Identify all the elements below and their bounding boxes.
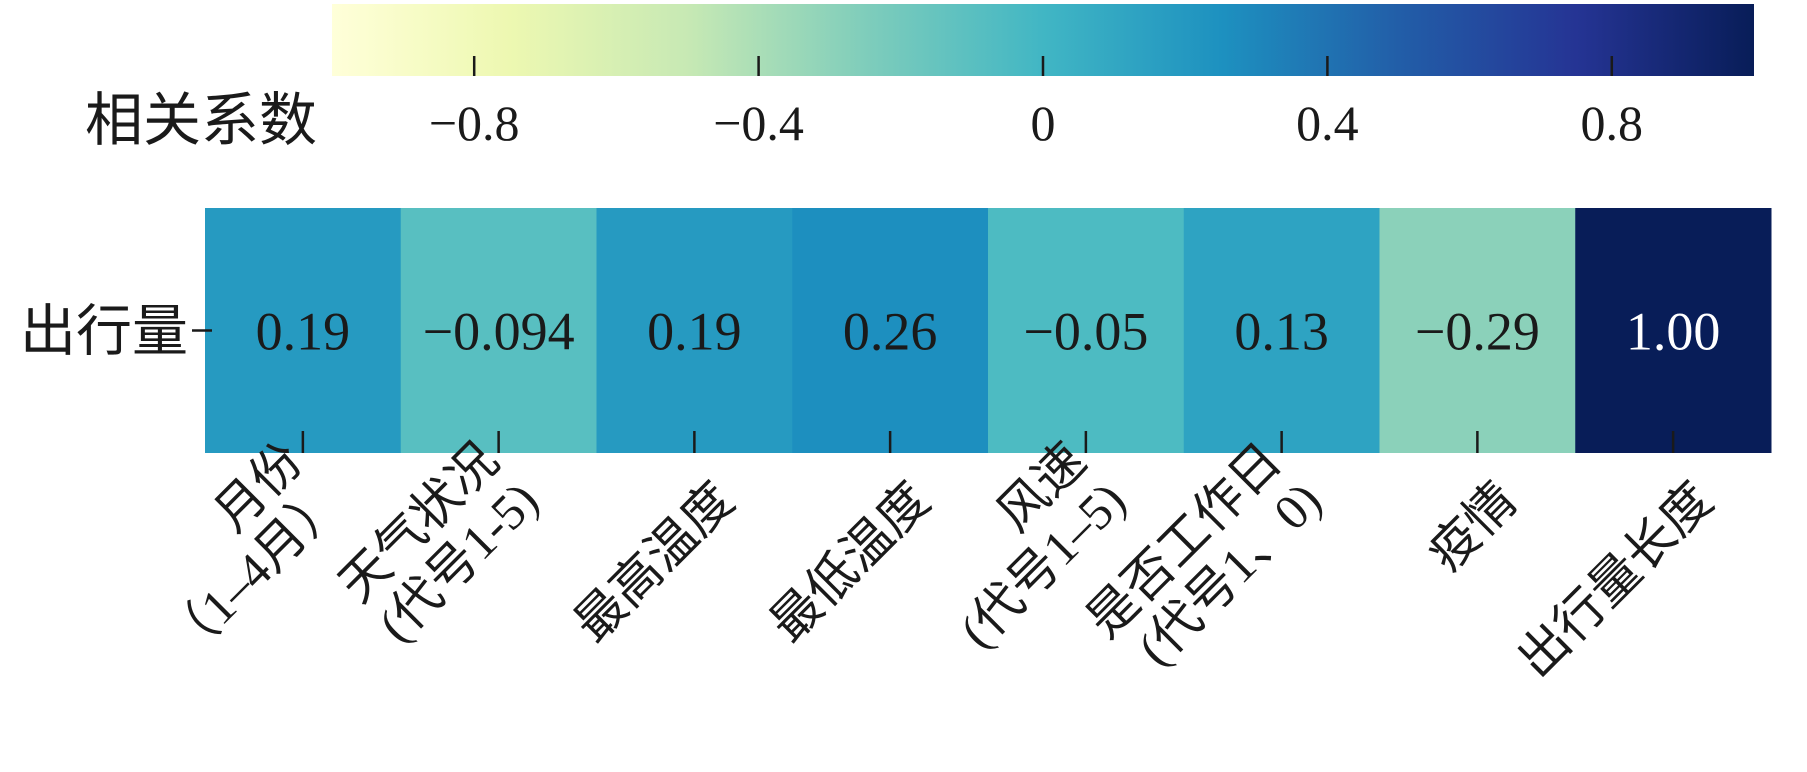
heatmap-cell	[1575, 208, 1772, 453]
row-label: 出行量	[20, 302, 188, 364]
colorbar-tick-label: 0.4	[1296, 95, 1359, 151]
colorbar-tick-label: 0.8	[1581, 95, 1644, 151]
heatmap-cell	[988, 208, 1185, 453]
heatmap-cell	[205, 208, 402, 453]
heatmap-cell	[596, 208, 793, 453]
cell-value-label: −0.094	[423, 302, 575, 362]
column-label: 出行量长度	[1507, 471, 1723, 687]
colorbar-tick-label: −0.8	[429, 95, 520, 151]
column-label: 疫情	[1417, 471, 1527, 581]
cell-value-label: 0.26	[843, 302, 938, 362]
heatmap-cell	[1183, 208, 1380, 453]
colorbar-ticks: −0.8 −0.4 0 0.4 0.8	[429, 56, 1643, 151]
colorbar: 相关系数 −0.8 −0.4 0 0.4 0.8	[85, 4, 1754, 153]
heatmap-cell	[400, 208, 597, 453]
column-label: 月份（1–4月）	[115, 432, 353, 670]
colorbar-tick-label: 0	[1031, 95, 1056, 151]
column-label: 是否工作日(代号1、0)	[1076, 432, 1332, 688]
column-label: 天气状况(代号1-5)	[328, 432, 549, 653]
cell-value-label: 0.13	[1234, 302, 1329, 362]
heatmap-cell	[792, 208, 989, 453]
cell-value-label: 1.00	[1626, 302, 1721, 362]
heatmap-grid: 0.19 −0.094 0.19 0.26 −0.05 0.13 −0.29 1.00 出行量…	[20, 208, 1772, 688]
column-label: 最低温度	[759, 471, 940, 652]
cell-value-label: −0.05	[1023, 302, 1148, 362]
heatmap-cell	[1379, 208, 1576, 453]
cell-value-label: 0.19	[647, 302, 742, 362]
column-label: 最高温度	[563, 471, 744, 652]
cell-value-label: 0.19	[256, 302, 351, 362]
colorbar-tick-label: −0.4	[713, 95, 804, 151]
colorbar-label: 相关系数	[85, 88, 317, 153]
cell-value-label: −0.29	[1415, 302, 1540, 362]
